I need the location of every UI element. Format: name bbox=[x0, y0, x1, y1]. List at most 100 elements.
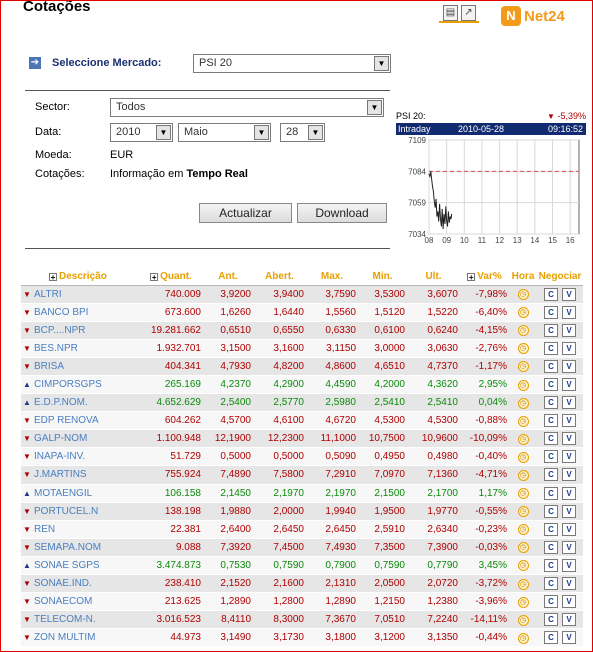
stock-link[interactable]: PORTUCEL.N bbox=[34, 505, 99, 517]
cell-name[interactable]: ▼ EDP RENOVA bbox=[21, 411, 139, 431]
sell-button[interactable]: V bbox=[562, 468, 576, 482]
stock-link[interactable]: SONAE.IND. bbox=[34, 578, 92, 590]
sell-button[interactable]: V bbox=[562, 558, 576, 572]
clock-icon[interactable]: ◷ bbox=[517, 596, 529, 608]
stock-link[interactable]: TELECOM-N. bbox=[34, 614, 96, 626]
month-select[interactable]: Maio ▼ bbox=[178, 123, 271, 142]
stock-link[interactable]: BRISA bbox=[34, 360, 65, 372]
stock-link[interactable]: BANCO BPI bbox=[34, 306, 89, 318]
cell-name[interactable]: ▼ BRISA bbox=[21, 357, 139, 376]
cell-time[interactable]: ◷ bbox=[509, 484, 537, 503]
cell-name[interactable]: ▼ ZON MULTIM bbox=[21, 628, 139, 648]
cell-time[interactable]: ◷ bbox=[509, 556, 537, 576]
sell-button[interactable]: V bbox=[562, 432, 576, 446]
buy-button[interactable]: C bbox=[544, 486, 558, 500]
stock-link[interactable]: ZON MULTIM bbox=[34, 632, 96, 644]
clock-icon[interactable]: ◷ bbox=[517, 488, 529, 500]
buy-button[interactable]: C bbox=[544, 522, 558, 536]
buy-button[interactable]: C bbox=[544, 414, 558, 428]
cell-time[interactable]: ◷ bbox=[509, 592, 537, 612]
cell-name[interactable]: ▼ PORTUCEL.N bbox=[21, 502, 139, 521]
buy-button[interactable]: C bbox=[544, 396, 558, 410]
cell-time[interactable]: ◷ bbox=[509, 429, 537, 449]
buy-button[interactable]: C bbox=[544, 595, 558, 609]
cell-name[interactable]: ▼ INAPA-INV. bbox=[21, 447, 139, 467]
cell-time[interactable]: ◷ bbox=[509, 285, 537, 304]
stock-link[interactable]: BCP....NPR bbox=[34, 324, 86, 336]
stock-link[interactable]: GALP-NOM bbox=[34, 433, 88, 445]
sell-button[interactable]: V bbox=[562, 414, 576, 428]
stock-link[interactable]: MOTAENGIL bbox=[34, 487, 93, 499]
clock-icon[interactable]: ◷ bbox=[517, 307, 529, 319]
cell-time[interactable]: ◷ bbox=[509, 411, 537, 431]
sell-button[interactable]: V bbox=[562, 305, 576, 319]
stock-link[interactable]: SEMAPA.NOM bbox=[34, 541, 102, 553]
cell-name[interactable]: ▼ J.MARTINS bbox=[21, 465, 139, 485]
cell-name[interactable]: ▲ SONAE SGPS bbox=[21, 556, 139, 576]
stock-link[interactable]: E.D.P.NOM. bbox=[34, 397, 88, 409]
cell-name[interactable]: ▼ REN bbox=[21, 520, 139, 539]
cell-name[interactable]: ▼ SONAECOM bbox=[21, 592, 139, 612]
day-select[interactable]: 28 ▼ bbox=[280, 123, 325, 142]
clock-icon[interactable]: ◷ bbox=[517, 578, 529, 590]
buy-button[interactable]: C bbox=[544, 613, 558, 627]
sector-select[interactable]: Todos ▼ bbox=[110, 98, 384, 117]
cell-name[interactable]: ▲ CIMPORSGPS bbox=[21, 375, 139, 395]
clock-icon[interactable]: ◷ bbox=[517, 433, 529, 445]
sell-button[interactable]: V bbox=[562, 631, 576, 645]
print-icon[interactable]: ▤ bbox=[443, 5, 458, 21]
cell-time[interactable]: ◷ bbox=[509, 393, 537, 413]
sell-button[interactable]: V bbox=[562, 595, 576, 609]
cell-name[interactable]: ▼ GALP-NOM bbox=[21, 429, 139, 449]
clock-icon[interactable]: ◷ bbox=[517, 361, 529, 373]
cell-time[interactable]: ◷ bbox=[509, 610, 537, 630]
cell-name[interactable]: ▲ MOTAENGIL bbox=[21, 484, 139, 503]
cell-time[interactable]: ◷ bbox=[509, 321, 537, 340]
cell-name[interactable]: ▼ SONAE.IND. bbox=[21, 574, 139, 594]
cell-time[interactable]: ◷ bbox=[509, 628, 537, 648]
cell-time[interactable]: ◷ bbox=[509, 465, 537, 485]
sell-button[interactable]: V bbox=[562, 450, 576, 464]
buy-button[interactable]: C bbox=[544, 631, 558, 645]
stock-link[interactable]: SONAE SGPS bbox=[34, 559, 100, 571]
col-var[interactable]: + Var% bbox=[460, 269, 509, 286]
sell-button[interactable]: V bbox=[562, 486, 576, 500]
buy-button[interactable]: C bbox=[544, 359, 558, 373]
stock-link[interactable]: CIMPORSGPS bbox=[34, 379, 102, 391]
sell-button[interactable]: V bbox=[562, 540, 576, 554]
buy-button[interactable]: C bbox=[544, 341, 558, 355]
cell-time[interactable]: ◷ bbox=[509, 447, 537, 467]
sell-button[interactable]: V bbox=[562, 613, 576, 627]
export-icon[interactable]: ↗ bbox=[461, 5, 476, 21]
clock-icon[interactable]: ◷ bbox=[517, 379, 529, 391]
clock-icon[interactable]: ◷ bbox=[517, 614, 529, 626]
buy-button[interactable]: C bbox=[544, 378, 558, 392]
stock-link[interactable]: SONAECOM bbox=[34, 596, 93, 608]
cell-time[interactable]: ◷ bbox=[509, 520, 537, 539]
cell-name[interactable]: ▼ BES.NPR bbox=[21, 339, 139, 358]
buy-button[interactable]: C bbox=[544, 450, 558, 464]
sell-button[interactable]: V bbox=[562, 522, 576, 536]
clock-icon[interactable]: ◷ bbox=[517, 524, 529, 536]
buy-button[interactable]: C bbox=[544, 558, 558, 572]
cell-time[interactable]: ◷ bbox=[509, 339, 537, 358]
col-desc[interactable]: + Descrição bbox=[21, 269, 139, 286]
clock-icon[interactable]: ◷ bbox=[517, 469, 529, 481]
sell-button[interactable]: V bbox=[562, 396, 576, 410]
cell-name[interactable]: ▲ E.D.P.NOM. bbox=[21, 393, 139, 413]
sell-button[interactable]: V bbox=[562, 287, 576, 301]
sell-button[interactable]: V bbox=[562, 378, 576, 392]
cell-time[interactable]: ◷ bbox=[509, 357, 537, 376]
stock-link[interactable]: BES.NPR bbox=[34, 342, 78, 354]
sell-button[interactable]: V bbox=[562, 577, 576, 591]
cell-name[interactable]: ▼ ALTRI bbox=[21, 285, 139, 304]
sell-button[interactable]: V bbox=[562, 341, 576, 355]
buy-button[interactable]: C bbox=[544, 287, 558, 301]
stock-link[interactable]: INAPA-INV. bbox=[34, 451, 86, 463]
sell-button[interactable]: V bbox=[562, 359, 576, 373]
buy-button[interactable]: C bbox=[544, 540, 558, 554]
cell-time[interactable]: ◷ bbox=[509, 375, 537, 395]
stock-link[interactable]: ALTRI bbox=[34, 288, 62, 300]
sell-button[interactable]: V bbox=[562, 504, 576, 518]
cell-time[interactable]: ◷ bbox=[509, 303, 537, 322]
